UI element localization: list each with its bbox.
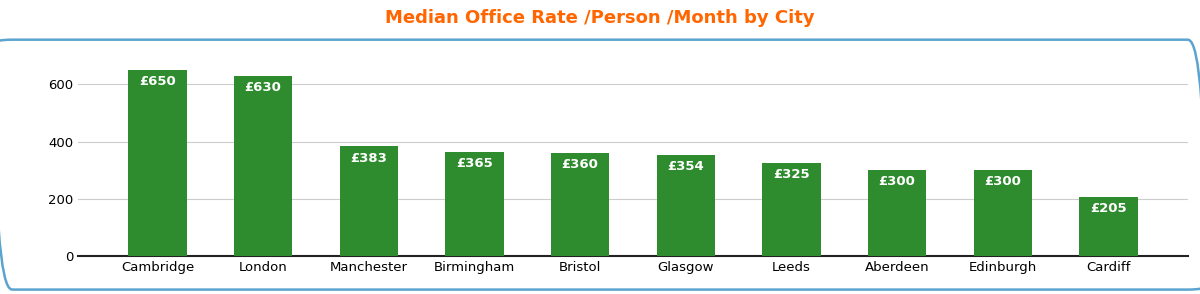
Text: £300: £300 [984,175,1021,188]
Text: £300: £300 [878,175,916,188]
Text: £630: £630 [245,81,282,94]
Text: £325: £325 [773,168,810,181]
Bar [973,170,1032,256]
Bar [656,155,715,256]
Text: £365: £365 [456,157,493,170]
Text: £383: £383 [350,151,388,165]
Bar [340,146,398,256]
Bar [234,76,293,256]
Text: £354: £354 [667,160,704,173]
Bar [762,163,821,256]
Bar [868,170,926,256]
Text: £650: £650 [139,75,176,88]
Text: £205: £205 [1090,202,1127,216]
Bar [445,151,504,256]
Text: £360: £360 [562,158,599,171]
Bar [1080,197,1138,256]
Bar [128,70,186,256]
Bar [551,153,610,256]
Text: Median Office Rate /Person /Month by City: Median Office Rate /Person /Month by Cit… [385,9,815,27]
